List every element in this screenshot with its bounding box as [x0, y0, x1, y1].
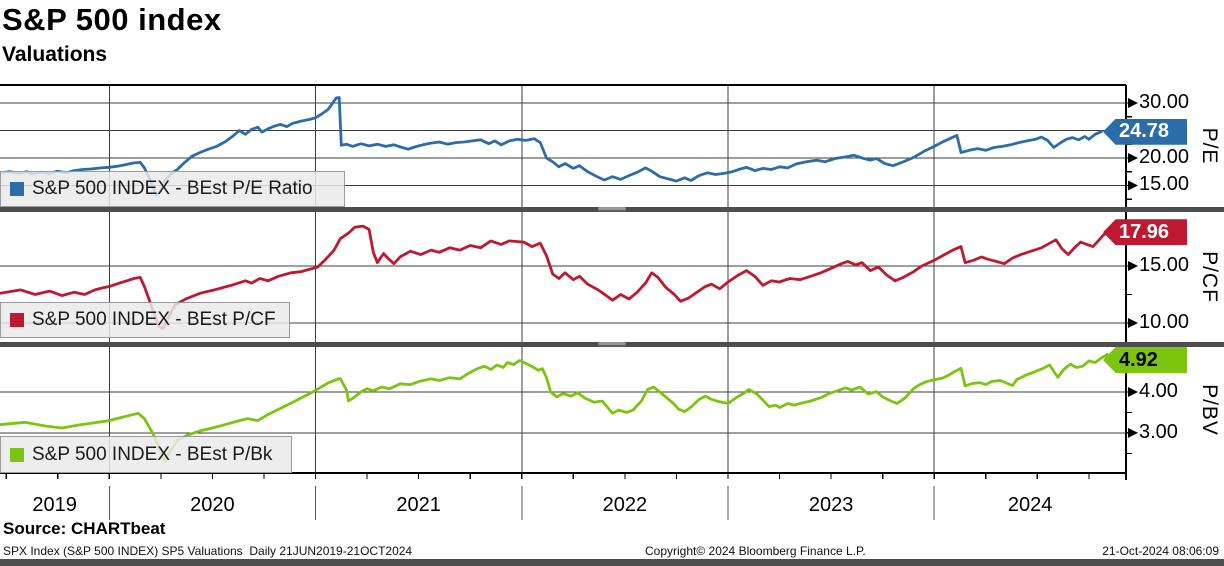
divider-handle[interactable]	[598, 342, 626, 347]
window-edge-strip	[0, 559, 1224, 566]
legend-pbv-label: S&P 500 INDEX - BEst P/Bk	[32, 443, 273, 465]
legend-pbv[interactable]: S&P 500 INDEX - BEst P/Bk	[0, 436, 292, 473]
last-value-tag-pe: 24.78	[1103, 118, 1187, 145]
legend-pe-label: S&P 500 INDEX - BEst P/E Ratio	[32, 178, 313, 199]
copyright-text: Copyright© 2024 Bloomberg Finance L.P.	[645, 544, 866, 558]
legend-pcf[interactable]: S&P 500 INDEX - BEst P/CF	[0, 302, 290, 338]
tick-arrow-icon	[1128, 152, 1138, 163]
tick-arrow-icon	[1128, 387, 1138, 397]
x-year-label: 2019	[32, 494, 77, 516]
y-tick-label: 15.00	[1139, 173, 1190, 196]
legend-pe[interactable]: S&P 500 INDEX - BEst P/E Ratio	[0, 171, 345, 207]
axis-title-pcf: P/CF	[1198, 251, 1221, 303]
pcf-series-swatch	[10, 313, 24, 327]
source-label: Source: CHARTbeat	[3, 519, 166, 538]
x-year-label: 2023	[808, 494, 854, 516]
pbv-series-line	[0, 353, 1109, 463]
axis-title-pbv: P/BV	[1198, 384, 1221, 436]
tick-arrow-icon	[1128, 317, 1138, 328]
divider-handle[interactable]	[598, 207, 626, 212]
y-tick-label: 3.00	[1139, 420, 1178, 443]
pe-series-line	[0, 96, 1103, 197]
x-year-label: 2022	[602, 494, 648, 516]
x-year-label: 2021	[396, 494, 441, 516]
page-title: S&P 500 index	[2, 2, 222, 37]
y-tick-label: 15.00	[1139, 254, 1190, 277]
x-year-label: 2020	[190, 494, 235, 516]
x-year-label: 2024	[1007, 494, 1053, 516]
axis-title-pe: P/E	[1198, 127, 1221, 165]
y-tick-label: 10.00	[1139, 311, 1190, 334]
tick-arrow-icon	[1128, 97, 1138, 108]
pe-series-swatch	[10, 182, 24, 196]
tick-arrow-icon	[1128, 261, 1138, 272]
last-value-tag-pbv: 4.92	[1103, 347, 1187, 373]
tick-arrow-icon	[1128, 180, 1138, 191]
last-value-tag-pcf: 17.96	[1103, 219, 1187, 246]
panel-divider[interactable]	[0, 342, 1224, 347]
pbv-series-swatch	[10, 447, 24, 462]
tick-arrow-icon	[1128, 427, 1138, 438]
page-subtitle: Valuations	[2, 43, 108, 66]
panel-divider[interactable]	[0, 207, 1224, 212]
y-tick-label: 20.00	[1139, 146, 1190, 169]
y-tick-label: 30.00	[1139, 91, 1190, 114]
legend-pcf-label: S&P 500 INDEX - BEst P/CF	[32, 309, 276, 330]
chart-description: SPX Index (S&P 500 INDEX) SP5 Valuations…	[3, 544, 413, 558]
pcf-series-line	[0, 224, 1109, 331]
y-tick-label: 4.00	[1139, 380, 1178, 403]
timestamp: 21-Oct-2024 08:06:09	[1102, 544, 1219, 558]
